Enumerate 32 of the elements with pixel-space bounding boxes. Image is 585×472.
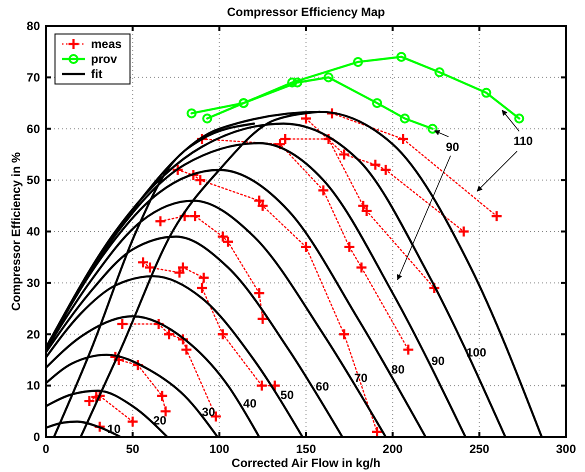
annotation: 90 (431, 354, 445, 368)
y-tick-label: 0 (33, 430, 40, 444)
annotation: 60 (316, 380, 330, 394)
annotation: 70 (354, 371, 368, 385)
legend-label: fit (91, 67, 102, 81)
annotation: 110 (513, 134, 534, 148)
x-tick-label: 50 (126, 442, 140, 456)
annotation: 40 (243, 396, 257, 410)
x-tick-label: 150 (296, 442, 316, 456)
x-tick-label: 300 (556, 442, 576, 456)
y-axis-title: Compressor Efficiency in % (9, 152, 23, 311)
chart-title: Compressor Efficiency Map (226, 5, 386, 19)
y-tick-label: 60 (26, 122, 40, 136)
x-tick-label: 250 (469, 442, 490, 456)
x-axis-title: Corrected Air Flow in kg/h (232, 456, 380, 470)
y-tick-label: 70 (26, 70, 40, 84)
y-tick-label: 40 (26, 224, 40, 238)
y-tick-label: 50 (26, 173, 40, 188)
annotation: 90 (446, 140, 460, 154)
x-tick-label: 200 (382, 442, 403, 456)
legend-label: prov (91, 52, 118, 66)
annotation: 50 (280, 388, 294, 402)
y-tick-label: 20 (26, 327, 40, 342)
y-tick-label: 30 (26, 276, 40, 290)
x-tick-label: 0 (42, 442, 50, 456)
x-tick-label: 100 (209, 442, 230, 456)
annotation: 20 (153, 414, 167, 428)
y-tick-label: 80 (26, 19, 40, 33)
y-tick-label: 10 (26, 378, 40, 393)
legend-label: meas (91, 37, 122, 51)
annotation: 80 (391, 362, 405, 376)
annotation: 30 (202, 405, 216, 419)
